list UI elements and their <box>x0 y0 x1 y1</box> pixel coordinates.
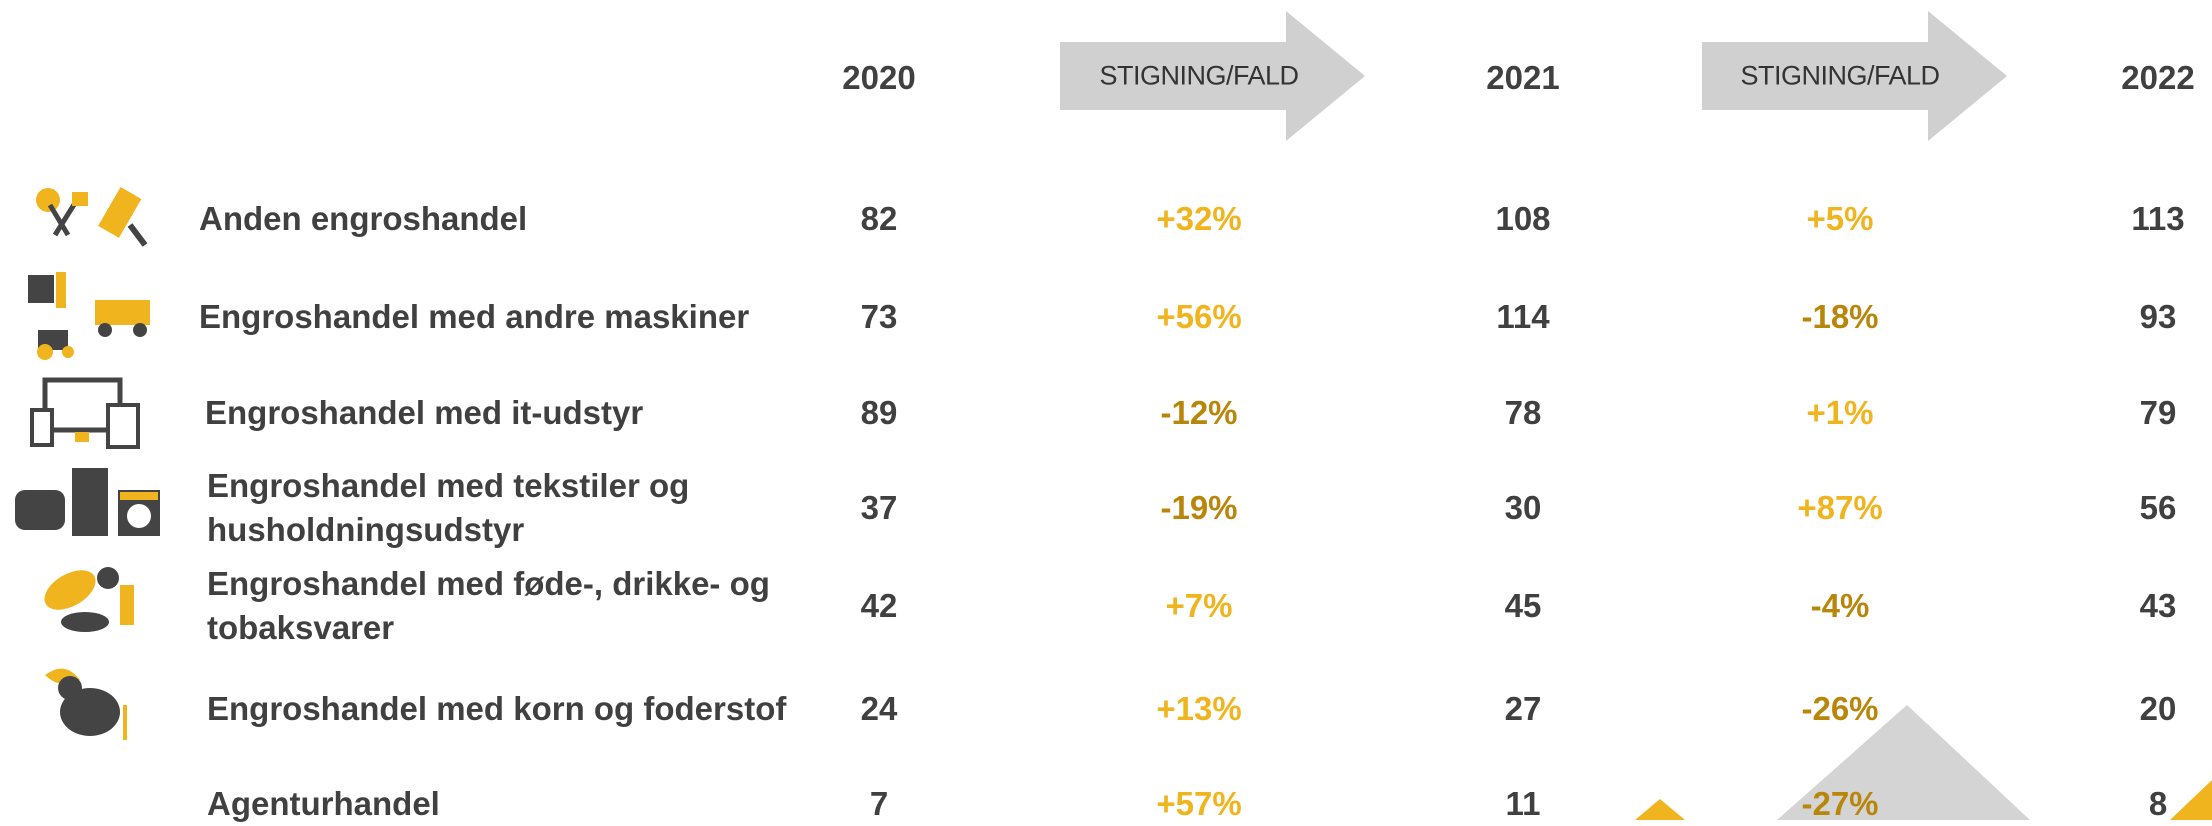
change-value: +87% <box>1797 489 1883 526</box>
count-value: 93 <box>2139 298 2177 335</box>
count-value: 89 <box>860 394 898 431</box>
change-value: +56% <box>1156 298 1242 335</box>
change-value: -27% <box>1801 785 1879 822</box>
arrow <box>1060 11 1365 141</box>
row-label: Engroshandel med it-udstyr <box>205 394 644 431</box>
change-value: -12% <box>1160 394 1238 431</box>
count-value: 30 <box>1504 489 1542 526</box>
icon-tools <box>36 186 148 247</box>
count-value: 43 <box>2139 587 2177 624</box>
arrow-label: STIGNING/FALD <box>1740 60 1940 91</box>
change-value: -18% <box>1801 298 1879 335</box>
count-value: 113 <box>2131 200 2185 237</box>
row-label: Anden engroshandel <box>199 200 528 237</box>
change-value: +7% <box>1165 587 1233 624</box>
count-value: 24 <box>860 690 898 727</box>
change-value: +57% <box>1156 785 1242 822</box>
row-label: Agenturhandel <box>207 785 440 822</box>
change-value: -19% <box>1160 489 1238 526</box>
count-value: 42 <box>860 587 898 624</box>
corner-shape <box>1777 705 2030 820</box>
count-value: 20 <box>2139 690 2177 727</box>
count-value: 78 <box>1504 394 1542 431</box>
icon-food <box>44 567 134 632</box>
count-value: 37 <box>860 489 898 526</box>
icon-grain <box>45 668 127 740</box>
icon-machines <box>28 272 150 360</box>
change-value: +32% <box>1156 200 1242 237</box>
corner-shape <box>2170 780 2212 820</box>
count-value: 108 <box>1495 200 1551 237</box>
count-value: 79 <box>2139 394 2177 431</box>
arrow <box>1702 11 2007 141</box>
count-value: 114 <box>1496 298 1550 335</box>
count-value: 82 <box>860 200 898 237</box>
change-value: +13% <box>1156 690 1242 727</box>
row-label: Engroshandel med andre maskiner <box>199 298 750 335</box>
year-header: 2022 <box>2121 59 2195 96</box>
icon-household <box>15 468 160 536</box>
count-value: 56 <box>2139 489 2177 526</box>
change-value: -26% <box>1801 690 1879 727</box>
year-header: 2020 <box>842 59 916 96</box>
change-value: +5% <box>1806 200 1874 237</box>
row-label: Engroshandel med tekstiler og husholdnin… <box>207 467 690 548</box>
row-label: Engroshandel med korn og foderstof <box>207 690 787 727</box>
year-header: 2021 <box>1486 59 1560 96</box>
change-value: -4% <box>1810 587 1870 624</box>
count-value: 45 <box>1504 587 1542 624</box>
change-value: +1% <box>1806 394 1874 431</box>
count-value: 73 <box>860 298 898 335</box>
icon-it <box>30 377 140 449</box>
count-value: 11 <box>1505 785 1541 822</box>
arrow-label: STIGNING/FALD <box>1099 60 1299 91</box>
count-value: 8 <box>2148 785 2168 822</box>
count-value: 27 <box>1504 690 1542 727</box>
row-label: Engroshandel med føde-, drikke- og tobak… <box>207 565 770 646</box>
corner-shape <box>1635 799 1685 820</box>
count-value: 7 <box>869 785 889 822</box>
